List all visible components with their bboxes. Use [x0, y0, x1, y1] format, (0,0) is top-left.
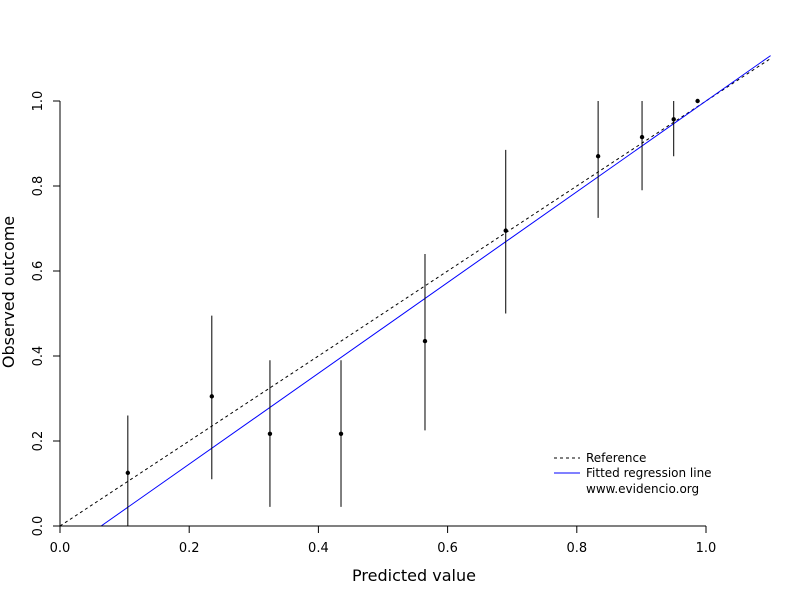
reference-line-group	[59, 58, 771, 527]
y-axis: 0.0 0.2 0.4 0.6 0.8 1.0	[31, 91, 61, 537]
y-tick-label: 0.6	[31, 261, 46, 282]
data-point	[422, 338, 428, 344]
reference-line	[59, 58, 771, 527]
data-point	[125, 470, 131, 476]
y-tick-label: 0.0	[31, 516, 46, 537]
legend-fitted-label: Fitted regression line	[586, 466, 712, 480]
y-ticks: 0.0 0.2 0.4 0.6 0.8 1.0	[31, 91, 60, 537]
x-tick-label: 1.0	[696, 541, 717, 556]
error-bars	[127, 101, 675, 526]
data-point	[639, 134, 645, 140]
fitted-line-group	[100, 55, 771, 527]
y-tick-label: 0.2	[31, 431, 46, 452]
y-tick-label: 0.4	[31, 346, 46, 367]
y-tick-label: 0.8	[31, 176, 46, 197]
x-tick-label: 0.8	[566, 541, 587, 556]
x-ticks: 0.0 0.2 0.4 0.6 0.8 1.0	[50, 526, 717, 556]
fitted-regression-line	[100, 55, 771, 527]
legend-reference-label: Reference	[586, 451, 646, 465]
legend: Reference Fitted regression line www.evi…	[554, 451, 712, 496]
x-tick-label: 0.6	[437, 541, 458, 556]
legend-source-label: www.evidencio.org	[586, 482, 699, 496]
data-point	[503, 228, 508, 233]
data-point	[209, 394, 215, 399]
data-point	[338, 431, 344, 436]
x-axis: 0.0 0.2 0.4 0.6 0.8 1.0	[50, 525, 717, 556]
y-tick-label: 1.0	[31, 91, 46, 112]
data-point	[595, 154, 601, 159]
data-point	[671, 117, 676, 122]
x-tick-label: 0.2	[179, 541, 200, 556]
data-point	[267, 431, 273, 436]
data-points	[125, 98, 700, 476]
y-axis-label: Observed outcome	[0, 216, 18, 368]
x-axis-label: Predicted value	[352, 566, 476, 585]
x-tick-label: 0.0	[50, 541, 71, 556]
data-point	[695, 98, 700, 104]
x-tick-label: 0.4	[308, 541, 329, 556]
